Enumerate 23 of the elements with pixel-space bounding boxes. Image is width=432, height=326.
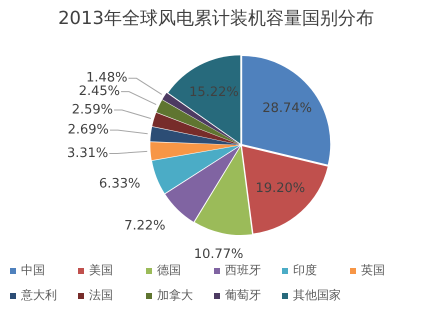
data-label: 2.59% (72, 102, 114, 118)
legend-label: 英国 (361, 262, 385, 279)
data-label: 1.48% (86, 70, 128, 86)
legend-label: 印度 (293, 262, 317, 279)
data-label: 6.33% (99, 176, 140, 192)
data-label: 10.77% (194, 247, 244, 262)
legend-label: 中国 (21, 262, 45, 279)
data-label: 28.74% (262, 100, 312, 116)
data-label: 15.22% (189, 85, 239, 100)
legend-label: 意大利 (21, 287, 57, 304)
legend-label: 加拿大 (157, 287, 193, 304)
chart-title: 2013年全球风电累计装机容量国别分布 (57, 7, 375, 30)
legend-label: 德国 (157, 262, 181, 279)
legend-label: 其他国家 (293, 287, 341, 304)
legend-label: 葡萄牙 (225, 287, 261, 304)
data-label: 2.45% (78, 84, 120, 100)
data-label: 19.20% (256, 181, 306, 196)
legend-label: 法国 (89, 287, 113, 304)
legend-label: 美国 (89, 262, 113, 279)
data-label: 2.69% (68, 122, 109, 138)
data-label: 7.22% (124, 218, 166, 234)
data-label: 3.31% (66, 146, 108, 161)
legend-label: 西班牙 (225, 262, 261, 279)
